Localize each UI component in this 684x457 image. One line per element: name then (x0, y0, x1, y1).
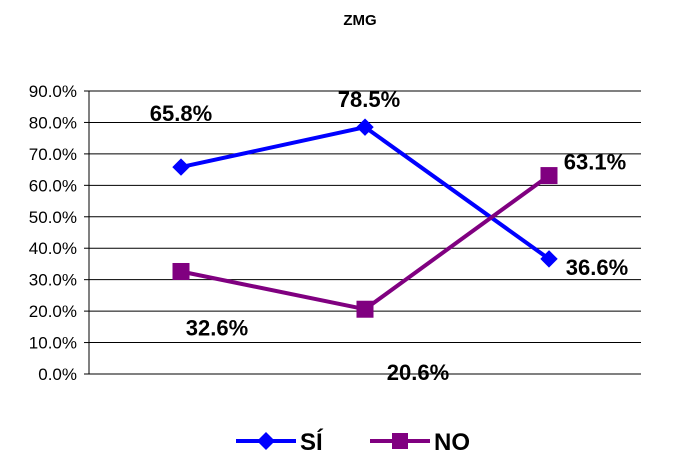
y-tick-label: 30.0% (29, 271, 77, 290)
y-tick-label: 10.0% (29, 334, 77, 353)
series-group: 65.8% 78.5% 36.6% 32.6% 20.6% 63.1% (150, 87, 628, 385)
legend-item: NO (370, 429, 470, 456)
data-label: 63.1% (564, 150, 626, 175)
data-point-square (356, 300, 374, 318)
y-tick-label: 20.0% (29, 302, 77, 321)
data-label: 78.5% (338, 87, 400, 112)
legend-marker-diamond (257, 432, 275, 450)
y-tick-label: 50.0% (29, 208, 77, 227)
series-line (180, 125, 551, 261)
data-point-diamond (356, 118, 374, 136)
chart-title: ZMG (343, 12, 376, 29)
data-point-square (540, 167, 558, 185)
y-tick-label: 0.0% (38, 365, 77, 384)
y-tick-label: 60.0% (29, 176, 77, 195)
y-tick-label: 40.0% (29, 239, 77, 258)
data-label: 20.6% (387, 360, 449, 385)
y-tick-label: 80.0% (29, 113, 77, 132)
data-label: 65.8% (150, 101, 212, 126)
data-label: 32.6% (186, 315, 248, 340)
legend-label: NO (434, 429, 470, 456)
y-tick-label: 90.0% (29, 82, 77, 101)
data-point-diamond (172, 158, 190, 176)
axes (88, 91, 641, 375)
legend-label: SÍ (300, 428, 324, 456)
data-label: 36.6% (566, 255, 628, 280)
y-tick-label: 70.0% (29, 145, 77, 164)
data-point-square (172, 262, 190, 280)
legend-marker-square (392, 433, 408, 449)
series-square: 32.6% 20.6% 63.1% (172, 150, 626, 385)
y-axis-ticks: 0.0% 10.0% 20.0% 30.0% 40.0% 50.0% 60.0% 70.0% 8… (29, 82, 89, 384)
series-diamond: 65.8% 78.5% 36.6% (150, 87, 628, 280)
legend: SÍ NO (236, 428, 470, 456)
data-point-diamond (540, 250, 558, 268)
legend-item: SÍ (236, 428, 324, 456)
series-line (180, 173, 551, 312)
